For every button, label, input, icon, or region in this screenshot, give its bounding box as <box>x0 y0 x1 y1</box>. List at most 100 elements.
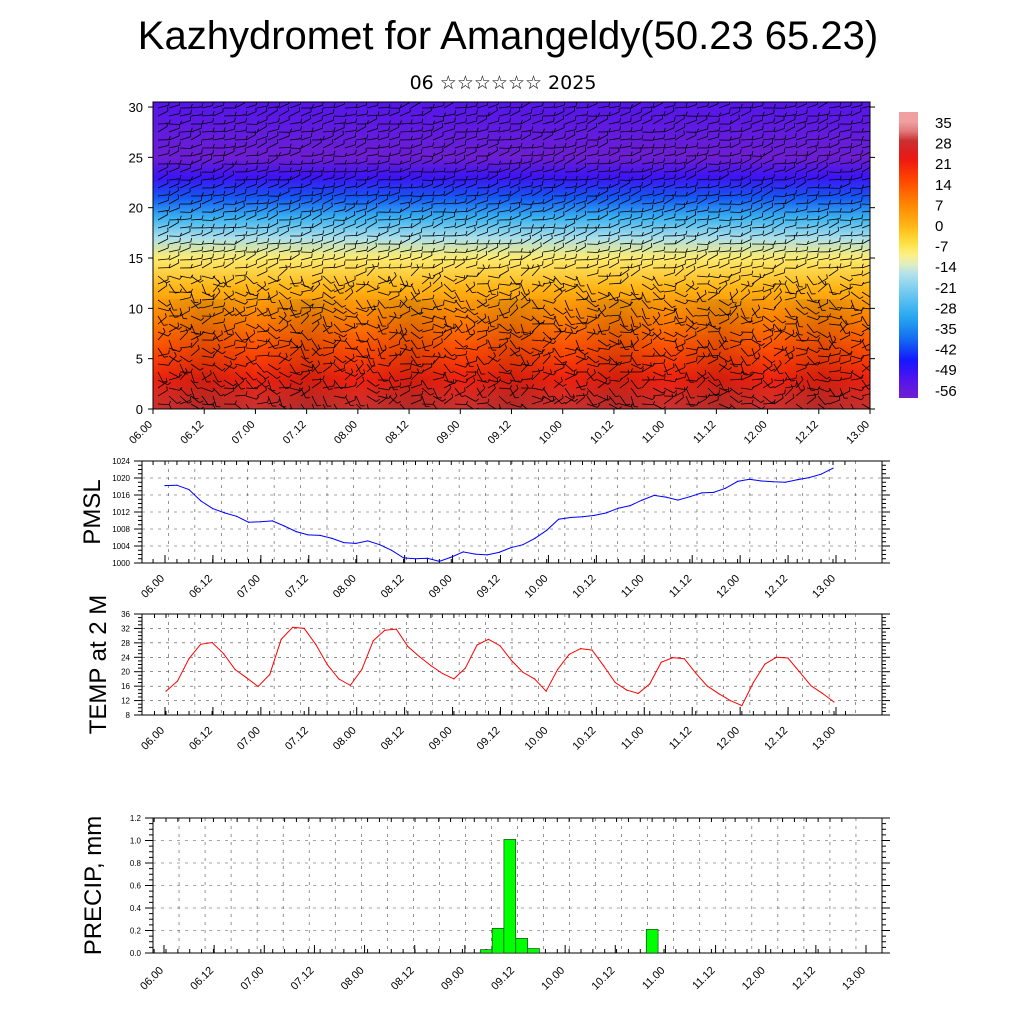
wind-barb-flag <box>680 324 685 326</box>
wind-barb <box>520 334 531 341</box>
wind-barb-flag <box>432 294 435 299</box>
wind-barb-flag <box>707 143 710 149</box>
wind-barb <box>443 382 454 389</box>
wind-barb-flag <box>718 389 720 394</box>
wind-barb <box>223 363 233 373</box>
wind-barb-flag <box>564 142 567 148</box>
wind-barb <box>179 346 191 349</box>
wind-barb <box>663 227 676 229</box>
wind-barb <box>608 137 620 141</box>
wind-barb-flag <box>465 350 468 355</box>
wind-barb <box>751 128 763 133</box>
wind-barb-flag <box>845 332 850 334</box>
wind-barb <box>751 356 761 365</box>
wind-barb <box>410 256 422 261</box>
wind-barb-flag <box>243 202 245 207</box>
wind-barb <box>795 367 807 373</box>
wind-barb <box>201 219 214 221</box>
wind-barb <box>256 283 267 291</box>
wind-barb-flag <box>256 237 258 242</box>
wind-barb <box>520 232 532 237</box>
wind-barb <box>344 326 355 333</box>
wind-barb <box>773 216 785 221</box>
wind-barb-flag <box>784 199 787 204</box>
wind-barb-flag <box>542 319 545 324</box>
wind-barb <box>399 160 411 165</box>
wind-barb <box>289 129 301 133</box>
wind-barb <box>542 355 551 365</box>
wind-barb <box>674 363 681 374</box>
wind-barb-flag <box>575 372 579 376</box>
wind-barb-flag <box>267 165 269 170</box>
wind-barb-flag <box>619 117 621 122</box>
wind-barb-flag <box>256 206 258 211</box>
wind-barb <box>487 318 499 325</box>
wind-barb <box>245 169 257 173</box>
wind-barb <box>575 137 587 141</box>
wind-barb <box>608 183 620 189</box>
wind-barb-flag <box>707 149 709 154</box>
wind-barb <box>575 166 586 173</box>
wind-barb-flag <box>762 176 765 181</box>
wind-barb-flag <box>652 103 655 108</box>
wind-barb <box>223 128 235 133</box>
wind-barb-flag <box>518 186 520 191</box>
wind-barb-flag <box>460 320 463 324</box>
wind-barb <box>619 111 631 117</box>
wind-barb <box>608 129 620 133</box>
wind-barb <box>630 307 638 318</box>
wind-barb <box>388 396 398 405</box>
wind-barb <box>388 356 398 365</box>
wind-barb-flag <box>782 378 785 383</box>
wind-barb <box>542 372 552 381</box>
wind-barb-flag <box>474 194 477 199</box>
wind-barb-flag <box>300 232 303 237</box>
wind-barb-flag <box>223 144 226 149</box>
wind-barb-flag <box>289 255 292 260</box>
wind-barb <box>861 323 870 331</box>
wind-barb <box>267 401 279 405</box>
wind-barb-flag <box>791 352 794 357</box>
wind-barb-flag <box>573 154 575 159</box>
wind-barb <box>443 216 455 221</box>
wind-barb-flag <box>344 205 346 210</box>
wind-barb <box>432 262 443 269</box>
wind-barb <box>762 328 774 333</box>
wind-barb-flag <box>399 314 403 319</box>
wind-barb <box>652 200 664 205</box>
wind-barb-flag <box>573 202 575 207</box>
wind-barb <box>366 215 378 221</box>
wind-barb <box>806 291 814 302</box>
wind-barb <box>399 331 408 341</box>
wind-barb-flag <box>234 253 236 258</box>
wind-barb <box>751 395 762 403</box>
wind-barb-flag <box>421 246 424 251</box>
wind-barb-flag <box>637 315 642 318</box>
wind-barb <box>586 218 599 221</box>
wind-barb-flag <box>487 165 489 170</box>
wind-barb-flag <box>454 222 457 227</box>
wind-barb <box>168 222 179 229</box>
wind-barb <box>531 146 543 149</box>
wind-barb <box>729 395 740 403</box>
wind-barb-flag <box>520 279 523 284</box>
wind-barb <box>267 363 278 371</box>
heatmap-diurnal-shading <box>153 299 870 409</box>
wind-barb-flag <box>718 213 720 218</box>
wind-barb <box>751 157 762 165</box>
wind-barb <box>157 315 165 326</box>
wind-barb <box>234 274 247 277</box>
wind-barb <box>630 199 642 205</box>
wind-barb <box>355 347 364 357</box>
wind-barb-flag <box>527 289 530 294</box>
wind-barb-flag <box>375 194 377 199</box>
wind-barb-flag <box>516 347 521 350</box>
wind-barb <box>795 363 807 366</box>
wind-barb-flag <box>404 327 408 332</box>
wind-barb <box>795 379 804 389</box>
wind-barb-flag <box>289 199 292 204</box>
wind-barb-flag <box>784 239 787 244</box>
wind-barb-flag <box>549 395 554 398</box>
wind-barb-flag <box>751 103 754 108</box>
wind-barb <box>729 137 741 141</box>
